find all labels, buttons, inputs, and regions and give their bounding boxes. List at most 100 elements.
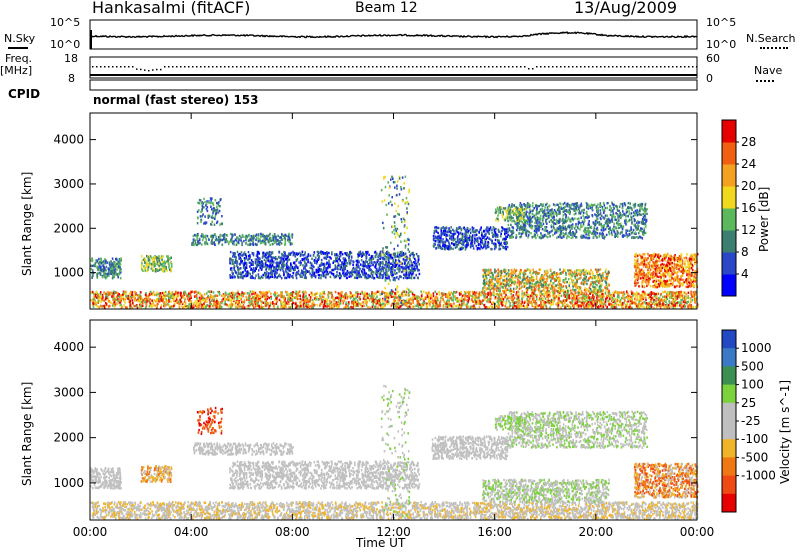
heatmap-cell: [265, 260, 267, 263]
heatmap-cell: [348, 256, 350, 259]
heatmap-cell: [555, 302, 558, 305]
heatmap-cell: [240, 275, 243, 279]
heatmap-cell: [428, 300, 430, 303]
heatmap-cell: [662, 300, 664, 303]
heatmap-cell: [131, 299, 134, 302]
heatmap-cell: [529, 301, 532, 304]
heatmap-cell: [461, 294, 464, 298]
heatmap-cell: [392, 260, 394, 263]
heatmap-cell: [352, 301, 354, 304]
heatmap-cell: [691, 298, 694, 302]
nave-point: [668, 66, 670, 68]
heatmap-cell: [547, 300, 549, 304]
heatmap-cell: [509, 304, 511, 308]
heatmap-cell: [394, 261, 397, 264]
heatmap-cell: [651, 296, 653, 300]
heatmap-cell: [434, 297, 437, 300]
heatmap-cell: [374, 250, 377, 254]
heatmap-cell: [553, 294, 556, 297]
heatmap-cell: [640, 297, 643, 301]
heatmap-cell: [410, 302, 412, 305]
heatmap-cell: [244, 292, 246, 295]
heatmap-cell: [659, 300, 661, 303]
heatmap-cell: [386, 302, 389, 306]
heatmap-cell: [279, 292, 282, 296]
heatmap-cell: [674, 302, 677, 306]
heatmap-cell: [644, 291, 646, 294]
heatmap-cell: [385, 274, 388, 277]
heatmap-cell: [313, 297, 316, 300]
heatmap-cell: [383, 257, 386, 261]
heatmap-cell: [411, 297, 414, 300]
heatmap-cell: [346, 305, 348, 309]
heatmap-cell: [269, 301, 272, 304]
nave-point: [92, 66, 94, 68]
heatmap-cell: [114, 270, 116, 273]
heatmap-cell: [129, 301, 131, 304]
heatmap-cell: [467, 295, 469, 299]
heatmap-cell: [311, 274, 314, 277]
heatmap-cell: [107, 305, 110, 308]
heatmap-cell: [105, 301, 107, 305]
heatmap-cell: [339, 276, 341, 280]
heatmap-cell: [478, 305, 481, 309]
heatmap-cell: [412, 301, 414, 305]
heatmap-cell: [361, 252, 364, 255]
heatmap-cell: [100, 268, 102, 271]
heatmap-cell: [410, 268, 413, 271]
heatmap-cell: [559, 301, 561, 305]
heatmap-cell: [566, 293, 568, 296]
heatmap-cell: [326, 299, 329, 303]
heatmap-cell: [199, 303, 201, 306]
heatmap-cell: [245, 255, 248, 258]
heatmap-cell: [218, 293, 221, 296]
heatmap-cell: [253, 292, 256, 296]
heatmap-cell: [135, 305, 138, 308]
heatmap-cell: [356, 299, 359, 302]
heatmap-cell: [258, 295, 261, 298]
heatmap-cell: [260, 291, 263, 294]
heatmap-cell: [455, 296, 457, 300]
heatmap-cell: [106, 272, 109, 276]
heatmap-cell: [675, 293, 678, 296]
heatmap-cell: [161, 258, 163, 261]
heatmap-cell: [568, 294, 570, 297]
heatmap-cell: [256, 295, 258, 298]
nave-point: [548, 66, 550, 68]
cpid-label: CPID: [8, 87, 41, 101]
heatmap-cell: [293, 261, 296, 264]
nave-point: [492, 66, 494, 68]
heatmap-cell: [147, 300, 149, 303]
heatmap-cell: [347, 271, 350, 274]
heatmap-cell: [592, 300, 594, 303]
heatmap-cell: [329, 299, 331, 302]
heatmap-cell: [173, 295, 176, 299]
heatmap-cell: [540, 305, 542, 309]
heatmap-cell: [486, 298, 489, 301]
heatmap-cell: [384, 292, 386, 295]
heatmap-cell: [685, 293, 688, 296]
heatmap-cell: [297, 294, 300, 297]
heatmap-cell: [356, 260, 358, 263]
nave-point: [276, 66, 278, 68]
heatmap-cell: [412, 251, 414, 255]
heatmap-cell: [285, 290, 287, 294]
heatmap-cell: [209, 301, 211, 305]
heatmap-cell: [140, 264, 143, 267]
heatmap-cell: [681, 297, 684, 300]
heatmap-cell: [680, 290, 682, 293]
heatmap-cell: [173, 293, 175, 296]
heatmap-cell: [186, 297, 189, 301]
heatmap-cell: [561, 304, 564, 307]
heatmap-cell: [382, 297, 384, 301]
heatmap-cell: [358, 302, 360, 305]
heatmap-cell: [275, 276, 278, 279]
heatmap-cell: [304, 257, 307, 260]
heatmap-cell: [274, 256, 277, 259]
heatmap-cell: [363, 295, 365, 298]
heatmap-cell: [252, 269, 254, 272]
heatmap-cell: [246, 298, 248, 301]
nave-point: [456, 66, 458, 68]
heatmap-cell: [666, 292, 668, 295]
nave-point: [636, 66, 638, 68]
